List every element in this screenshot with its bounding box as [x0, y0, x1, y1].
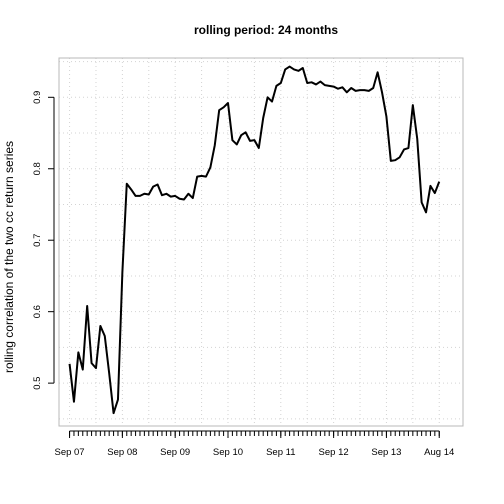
y-tick-label: 0.6 — [32, 305, 43, 318]
y-tick-label: 0.8 — [32, 162, 43, 175]
x-axis: Sep 07 Sep 08 Sep 09 Sep 10 Sep 11 Sep 12 Sep … — [54, 431, 454, 458]
y-tick-label: 0.9 — [32, 91, 43, 104]
x-tick-label: Sep 11 — [266, 447, 295, 458]
y-tick-label: 0.5 — [32, 377, 43, 390]
y-axis: 0.5 0.6 0.7 0.8 0.9 — [32, 91, 54, 390]
y-tick-label: 0.7 — [32, 234, 43, 247]
x-tick-label: Sep 13 — [371, 447, 401, 458]
x-tick-label: Sep 08 — [107, 447, 137, 458]
x-tick-label: Sep 12 — [319, 447, 349, 458]
y-axis-label: rolling correlation of the two cc return… — [2, 141, 16, 373]
chart-title: rolling period: 24 months — [194, 23, 338, 37]
x-tick-label: Aug 14 — [424, 447, 454, 458]
x-tick-label: Sep 09 — [160, 447, 190, 458]
x-tick-label: Sep 10 — [213, 447, 243, 458]
x-tick-label: Sep 07 — [54, 447, 84, 458]
